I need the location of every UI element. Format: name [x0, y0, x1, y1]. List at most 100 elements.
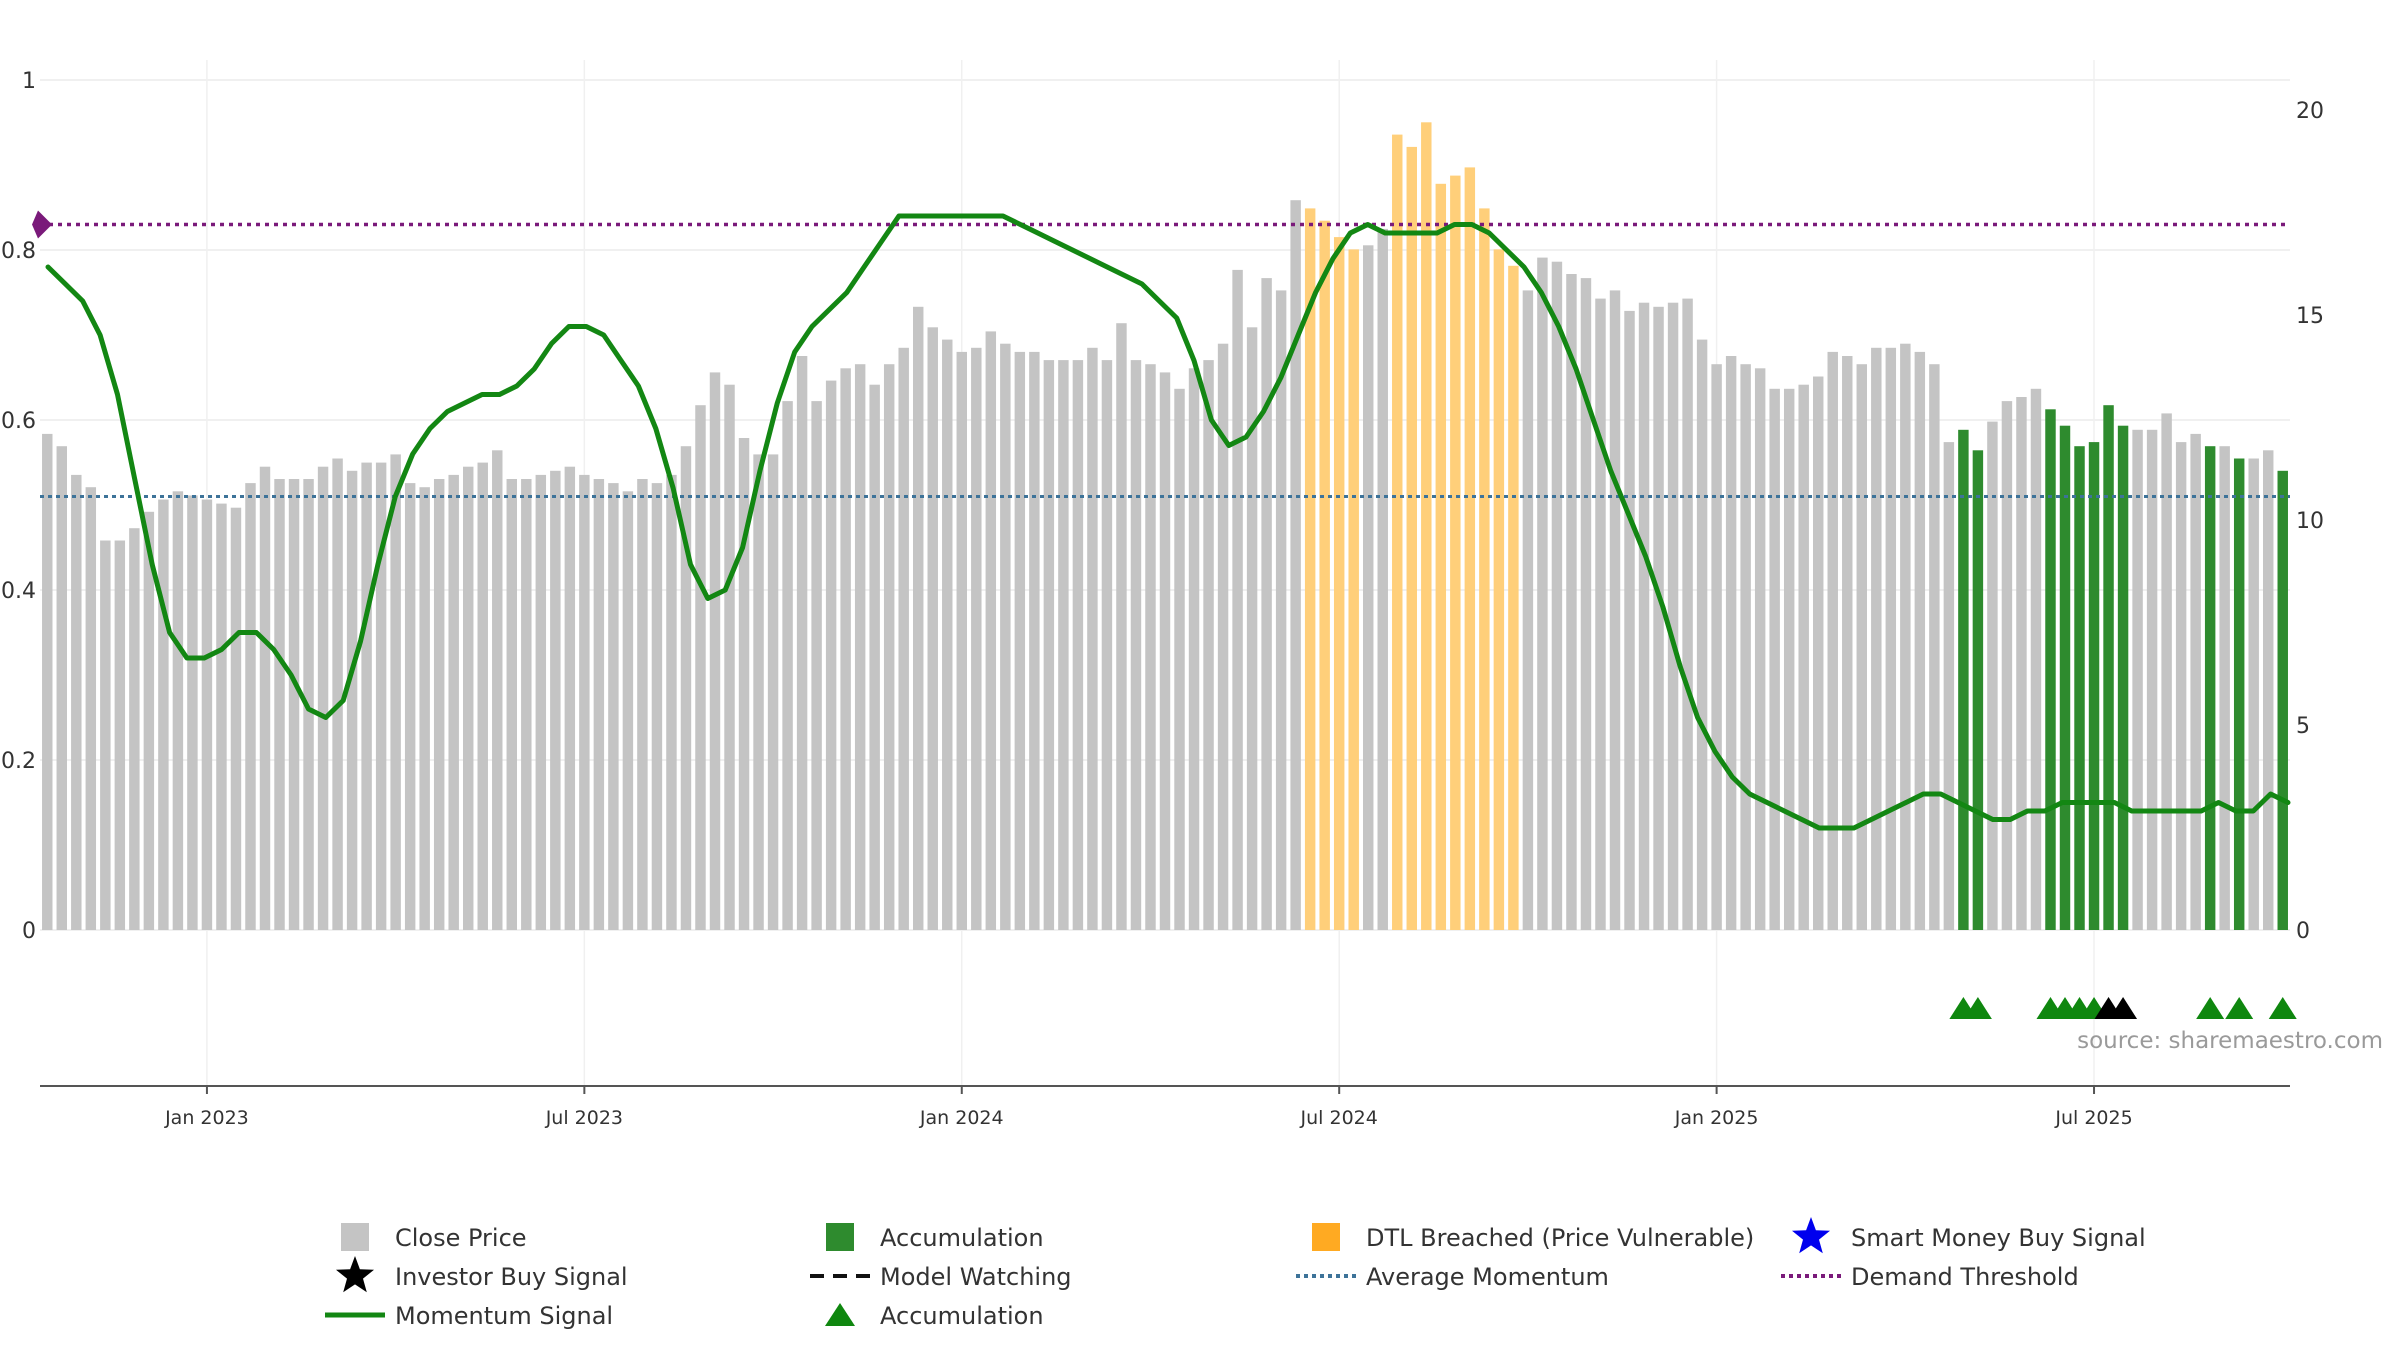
- close-price-bar: [1813, 376, 1824, 930]
- close-price-bar: [1377, 228, 1388, 930]
- dtl-breached-bar: [1304, 208, 1316, 930]
- close-price-bar: [680, 446, 692, 930]
- close-price-bar: [404, 483, 416, 930]
- accumulation-bar: [2233, 458, 2245, 930]
- close-price-bar: [579, 474, 590, 930]
- close-price-bar: [201, 499, 213, 930]
- momentum-signal-line: [45, 213, 2291, 831]
- left-axis-tick-label: 0.2: [1, 749, 36, 774]
- dtl-breached-bar: [1421, 122, 1432, 931]
- accumulation-bar: [2204, 446, 2216, 930]
- close-price-bar: [1246, 327, 1258, 930]
- close-price-bar: [1987, 421, 1998, 930]
- close-price-bar: [738, 438, 750, 930]
- close-price-bar: [564, 466, 576, 930]
- legend-star-icon: [336, 1256, 374, 1293]
- dtl-breached-bar: [1464, 167, 1476, 930]
- close-price-bar: [56, 446, 67, 930]
- close-price-bar: [1725, 356, 1737, 930]
- close-price-bar: [767, 454, 779, 930]
- left-axis-tick-label: 1: [22, 69, 36, 94]
- close-price-bar: [100, 540, 111, 930]
- accumulation-bar: [1972, 450, 1984, 930]
- x-axis-tick-label: Jul 2025: [2054, 1107, 2132, 1129]
- close-price-bar: [1014, 351, 1026, 930]
- left-axis-tick-label: 0: [22, 919, 36, 944]
- close-price-bar: [1116, 323, 1127, 930]
- close-price-bar: [971, 347, 982, 930]
- close-price-bar: [1754, 368, 1766, 930]
- close-price-bar: [1522, 290, 1534, 930]
- close-price-bar: [448, 474, 459, 930]
- close-price-bar: [259, 466, 271, 930]
- close-price-bar: [637, 479, 648, 930]
- legend-label: Accumulation: [880, 1302, 1044, 1330]
- close-price-bar: [158, 499, 169, 930]
- investor-signal-triangle: [2109, 997, 2138, 1019]
- close-price-bar: [1058, 360, 1069, 931]
- left-axis-tick-label: 0.4: [1, 579, 36, 604]
- x-axis-tick-label: Jan 2024: [919, 1107, 1004, 1129]
- close-price-bar: [2146, 429, 2158, 930]
- close-price-bar: [71, 474, 82, 930]
- close-price-bar: [1827, 351, 1838, 930]
- close-price-bar: [796, 356, 808, 930]
- legend-square-icon: [341, 1223, 369, 1251]
- close-price-bar: [492, 450, 503, 930]
- close-price-bar: [463, 466, 474, 930]
- accumulation-bar: [2045, 409, 2056, 930]
- close-price-bar: [1929, 364, 1940, 930]
- legend-label: DTL Breached (Price Vulnerable): [1366, 1224, 1754, 1252]
- close-price-bar: [985, 331, 997, 930]
- close-price-bar: [1101, 360, 1113, 931]
- accumulation-bar: [1958, 429, 1969, 930]
- close-price-bar: [1363, 245, 1374, 931]
- close-price-bar: [883, 364, 895, 930]
- close-price-bar: [1537, 257, 1548, 931]
- legend: Close Price Accumulation DTL Breached (Pri…: [325, 1217, 2146, 1330]
- demand-threshold-marker: [32, 210, 52, 239]
- close-price-bar: [1769, 388, 1780, 930]
- legend-star-icon: [1792, 1217, 1830, 1254]
- close-price-bar: [375, 462, 387, 930]
- close-price-bar: [216, 503, 227, 930]
- accumulation-triangle: [1963, 997, 1992, 1019]
- close-price-bar: [1145, 364, 1156, 930]
- close-price-bar: [2219, 446, 2230, 930]
- close-price-bar: [288, 479, 300, 930]
- close-price-bar: [1551, 261, 1563, 930]
- close-price-bar: [1609, 290, 1621, 930]
- close-price-bar: [840, 368, 851, 930]
- x-axis-labels: Jan 2023 Jul 2023 Jan 2024 Jul 2024 Jan 2025…: [164, 1086, 2133, 1129]
- legend-label: Model Watching: [880, 1263, 1072, 1291]
- close-price-bar: [1130, 360, 1142, 931]
- dtl-breached-bar: [1392, 134, 1403, 931]
- legend-square-icon: [826, 1223, 854, 1251]
- close-price-bar: [1595, 298, 1606, 931]
- legend-label: Smart Money Buy Signal: [1851, 1224, 2146, 1252]
- close-price-bar: [1290, 200, 1301, 930]
- left-axis-tick-label: 0.8: [1, 239, 36, 264]
- dtl-breached-bar: [1493, 249, 1505, 930]
- close-price-bars: [42, 122, 2288, 931]
- close-price-bar: [1087, 347, 1098, 930]
- dtl-breached-bar: [1435, 183, 1447, 931]
- close-price-bar: [1682, 298, 1693, 931]
- close-price-bar: [1188, 368, 1200, 930]
- close-price-bar: [666, 474, 677, 930]
- legend-square-icon: [1312, 1223, 1340, 1251]
- close-price-bar: [419, 487, 430, 930]
- close-price-bar: [753, 454, 764, 930]
- accumulation-triangle: [2225, 997, 2254, 1019]
- legend-label: Close Price: [395, 1224, 527, 1252]
- x-axis-tick-label: Jul 2023: [545, 1107, 623, 1129]
- close-price-bar: [1072, 360, 1084, 931]
- close-price-bar: [956, 351, 967, 930]
- close-price-bar: [1232, 269, 1243, 930]
- x-axis-tick-label: Jan 2025: [1674, 1107, 1759, 1129]
- right-axis-tick-label: 5: [2296, 714, 2310, 739]
- dtl-breached-bar: [1450, 175, 1461, 931]
- close-price-bar: [927, 327, 938, 930]
- dtl-breached-bar: [1508, 265, 1519, 930]
- close-price-bar: [1798, 384, 1809, 930]
